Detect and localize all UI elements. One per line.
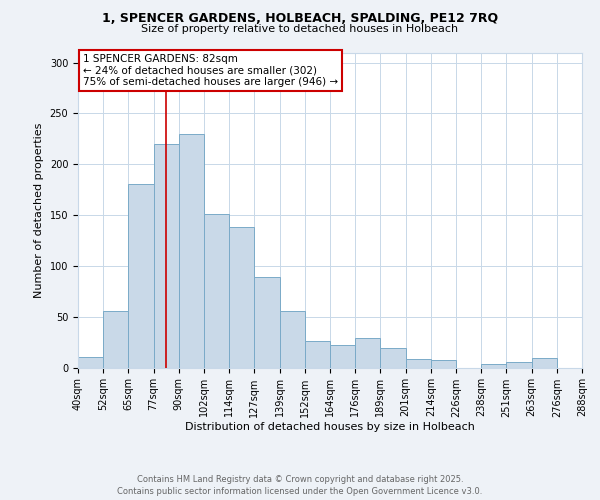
Y-axis label: Number of detached properties: Number of detached properties [34,122,44,298]
Bar [305,341,330,367]
X-axis label: Distribution of detached houses by size in Holbeach: Distribution of detached houses by size … [185,422,475,432]
Bar [204,214,229,368]
Bar [103,310,128,368]
Bar [406,360,431,368]
Bar [154,144,179,368]
Bar [355,338,380,368]
Bar [506,362,532,368]
Bar [254,277,280,368]
Bar [330,345,355,368]
Text: Size of property relative to detached houses in Holbeach: Size of property relative to detached ho… [142,24,458,34]
Text: 1 SPENCER GARDENS: 82sqm
← 24% of detached houses are smaller (302)
75% of semi-: 1 SPENCER GARDENS: 82sqm ← 24% of detach… [83,54,338,88]
Bar [179,134,204,368]
Text: 1, SPENCER GARDENS, HOLBEACH, SPALDING, PE12 7RQ: 1, SPENCER GARDENS, HOLBEACH, SPALDING, … [102,12,498,26]
Bar [78,358,103,368]
Bar [380,348,406,368]
Bar [280,310,305,368]
Bar [481,364,506,368]
Bar [431,360,456,368]
Bar [532,358,557,368]
Bar [128,184,154,368]
Bar [229,228,254,368]
Text: Contains HM Land Registry data © Crown copyright and database right 2025.
Contai: Contains HM Land Registry data © Crown c… [118,474,482,496]
